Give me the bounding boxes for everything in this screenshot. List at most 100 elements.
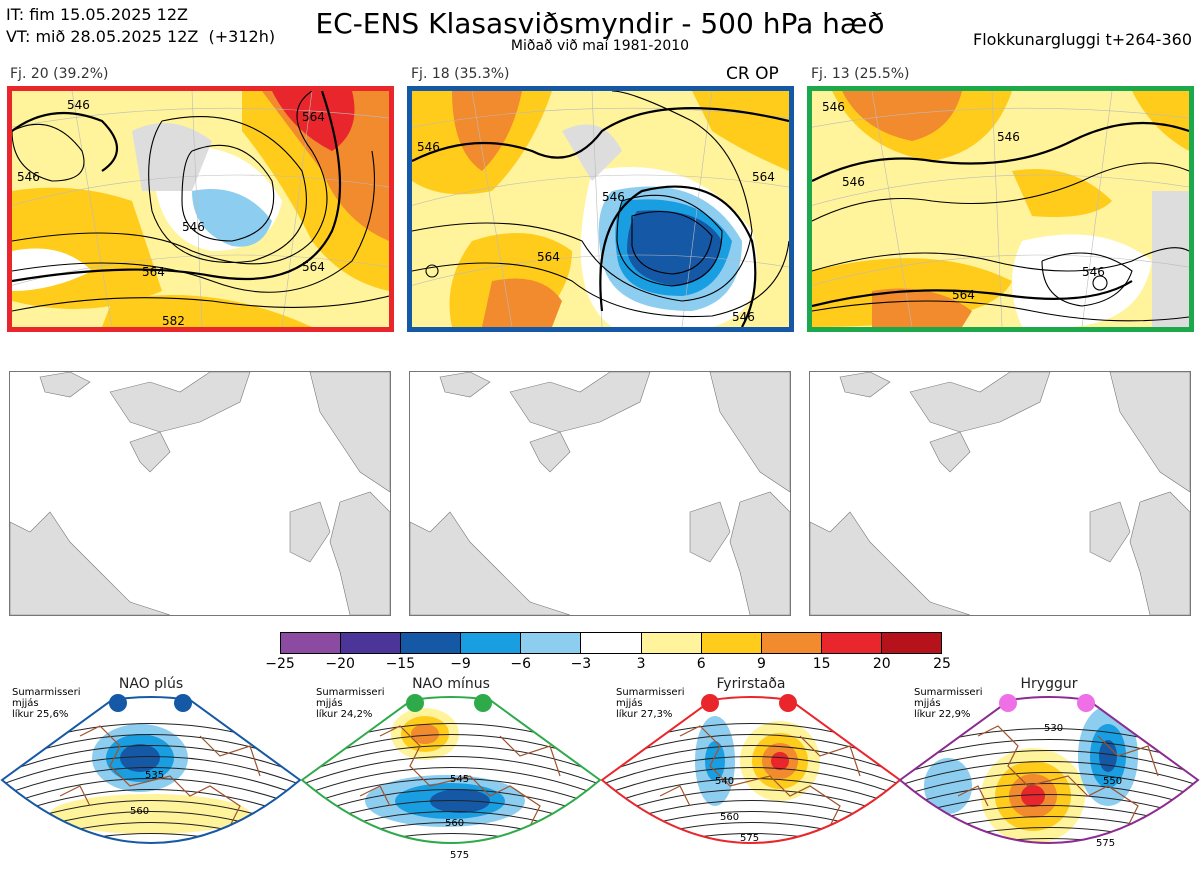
colorbar-tick-label: 20 [872, 656, 891, 672]
anomaly-colorbar [280, 632, 942, 654]
regime-fan-outline [600, 696, 902, 844]
colorbar-tick-label: 15 [812, 656, 831, 672]
colorbar-segment [581, 633, 642, 653]
regime-info-line: mjjás [616, 698, 643, 709]
anomaly-map-1[interactable] [9, 371, 391, 616]
regime-info-line: Sumarmisseri [914, 687, 983, 698]
regime-fan-map: 530 550 575 [898, 694, 1200, 862]
page-title: EC-ENS Klasasviðsmyndir - 500 hPa hæð [315, 7, 885, 40]
colorbar-segment [701, 633, 762, 653]
colorbar-segment [281, 633, 342, 653]
height-contour [602, 767, 900, 801]
regime-info: Sumarmisseri mjjás líkur 22,9% [914, 687, 982, 720]
regime-fan-outline [0, 696, 302, 844]
anomaly-blob [924, 758, 972, 814]
coastline [359, 725, 561, 827]
colorbar-tick-label: 3 [636, 656, 646, 672]
cluster-1-map[interactable]: 546 546 564 564 582 564 546 [7, 86, 394, 332]
coastline [957, 725, 1159, 827]
cluster-1-contour-label: 546 [17, 170, 40, 184]
regime-contour-label: 575 [1096, 838, 1115, 849]
regime-fan-map: 545 560 575 [300, 694, 602, 861]
cluster-3-contour-label: 564 [952, 288, 975, 302]
cluster-2-map[interactable]: 546 546 564 564 546 [407, 86, 794, 332]
cluster-2-contour-label: 546 [732, 310, 755, 324]
regime-info-line: Sumarmisseri [616, 687, 685, 698]
regime-title: Fyrirstaða [716, 676, 786, 692]
regime-marker-dot [1077, 694, 1095, 712]
height-contour [302, 833, 600, 843]
regime-fan-map: 535 560 [0, 694, 302, 844]
run-info: IT: fim 15.05.2025 12Z VT: mið 28.05.202… [6, 4, 275, 48]
cluster-1-svg: 546 546 564 564 582 564 546 [12, 91, 389, 327]
anomaly-blob [1099, 740, 1117, 772]
regime-info-line: líkur 24,2% [316, 709, 373, 720]
regime-marker-dot [109, 694, 127, 712]
height-contour [602, 756, 900, 790]
height-contour [2, 745, 300, 779]
cluster-3-contour-label: 546 [822, 100, 845, 114]
classification-window: Flokkunargluggi t+264-360 [973, 30, 1192, 49]
cluster-1-contour-label: 546 [182, 220, 205, 234]
regime-info-line: Sumarmisseri [316, 687, 385, 698]
anomaly-map-3[interactable] [809, 371, 1191, 616]
regime-marker-dot [701, 694, 719, 712]
cluster-3-contour-label: 546 [1082, 265, 1105, 279]
regime-info-line: Sumarmisseri [12, 687, 81, 698]
regime-fan-outline [898, 696, 1200, 844]
colorbar-tick-label: −15 [385, 656, 416, 672]
height-contour [900, 772, 1198, 801]
initial-time: IT: fim 15.05.2025 12Z [6, 5, 188, 24]
regime-info-line: líkur 25,6% [12, 709, 69, 720]
coastline-map [410, 372, 790, 615]
colorbar-tick-label: 25 [933, 656, 951, 672]
regime-contour-label: 530 [1044, 723, 1063, 734]
regime-contour-label: 560 [445, 818, 464, 829]
cluster-2-label: Fj. 18 (35.3%) [411, 66, 510, 82]
regime-contour-label: 560 [720, 812, 739, 823]
anomaly-map-2[interactable] [409, 371, 791, 616]
page-subtitle: Miðað við maí 1981-2010 [510, 38, 690, 54]
regime-ridge[interactable]: 530 550 575 Hryggur Sumarmisseri mjjás líkur 2… [898, 676, 1200, 871]
colorbar-tick-label: −9 [450, 656, 471, 672]
height-contour [900, 783, 1198, 812]
regime-blocking[interactable]: 540 560 575 Fyrirstaða Sumarmisseri mjjás líku… [600, 676, 902, 871]
height-contour [2, 756, 300, 790]
regime-fan-outline [300, 696, 602, 844]
colorbar-segment [341, 633, 402, 653]
height-contour [602, 778, 900, 812]
colorbar-tick-label: 9 [756, 656, 766, 672]
cluster-3-contour-label: 546 [842, 175, 865, 189]
cluster-1-contour-label: 564 [302, 260, 325, 274]
cluster-1-label: Fj. 20 (39.2%) [10, 66, 109, 82]
colorbar-tick-label: −3 [570, 656, 592, 672]
regime-title: Hryggur [1020, 676, 1078, 692]
cluster-1-contour-label: 564 [302, 110, 325, 124]
cluster-3-contour-label: 546 [997, 130, 1020, 144]
height-contour [602, 745, 900, 779]
height-contour [900, 761, 1198, 790]
cluster-2-svg: 546 546 564 564 546 [412, 91, 789, 327]
regime-nao-plus[interactable]: 535 560 NAO plús Sumarmisseri mjjás líkur 25,… [0, 676, 302, 871]
height-contour [302, 778, 600, 812]
cr-op-label: CR OP [726, 64, 779, 84]
regime-contour-label: 560 [130, 806, 149, 817]
regime-info-line: líkur 22,9% [914, 709, 971, 720]
anomaly-blob [1021, 785, 1045, 807]
coastline [59, 725, 261, 827]
cluster-3-svg: 546 546 564 546 546 [812, 91, 1189, 327]
height-contour [302, 745, 600, 779]
cluster-2-contour-label: 564 [752, 170, 775, 184]
regime-nao-minus[interactable]: 545 560 575 NAO mínus Sumarmisseri mjjás líkur… [300, 676, 602, 871]
regime-contour-label: 575 [740, 833, 759, 844]
regime-title: NAO plús [118, 676, 184, 692]
cluster-2-contour-label: 564 [537, 250, 560, 264]
cluster-3-map[interactable]: 546 546 564 546 546 [807, 86, 1194, 332]
height-contour [602, 833, 900, 843]
height-contour [900, 838, 1198, 843]
anomaly-blob [1012, 850, 1044, 862]
colorbar-segment [641, 633, 702, 653]
cluster-1-contour-label: 564 [142, 265, 165, 279]
anomaly-blob [120, 744, 160, 772]
